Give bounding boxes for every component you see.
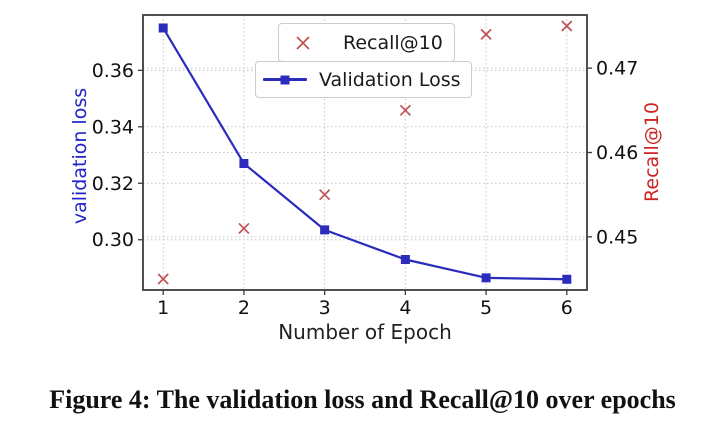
svg-text:0.45: 0.45 xyxy=(596,226,638,248)
right-axis-title: Recall@10 xyxy=(641,102,663,202)
legend-loss: Validation Loss xyxy=(255,61,472,98)
svg-text:0.46: 0.46 xyxy=(596,142,638,164)
line-square-marker-icon xyxy=(263,75,307,84)
legend-recall-label: Recall@10 xyxy=(343,31,443,54)
svg-text:2: 2 xyxy=(238,297,250,319)
svg-text:0.36: 0.36 xyxy=(92,60,134,82)
svg-text:0.32: 0.32 xyxy=(92,173,134,195)
svg-text:0.30: 0.30 xyxy=(92,229,134,251)
legend-recall: Recall@10 xyxy=(278,23,455,62)
svg-text:1: 1 xyxy=(157,297,169,319)
svg-text:0.47: 0.47 xyxy=(596,58,638,80)
svg-text:3: 3 xyxy=(319,297,331,319)
svg-text:5: 5 xyxy=(480,297,492,319)
left-axis-title: validation loss xyxy=(69,87,91,225)
svg-text:0.34: 0.34 xyxy=(92,116,134,138)
x-axis-title: Number of Epoch xyxy=(278,320,452,344)
figure-caption: Figure 4: The validation loss and Recall… xyxy=(49,385,676,414)
legend-loss-label: Validation Loss xyxy=(319,68,461,91)
x-marker-icon xyxy=(296,35,310,50)
svg-text:4: 4 xyxy=(399,297,411,319)
svg-text:6: 6 xyxy=(561,297,573,319)
chart-canvas: 1 2 3 4 5 6 0.30 0.32 0.34 0.36 0.45 0.46 0.47 xyxy=(92,14,638,319)
